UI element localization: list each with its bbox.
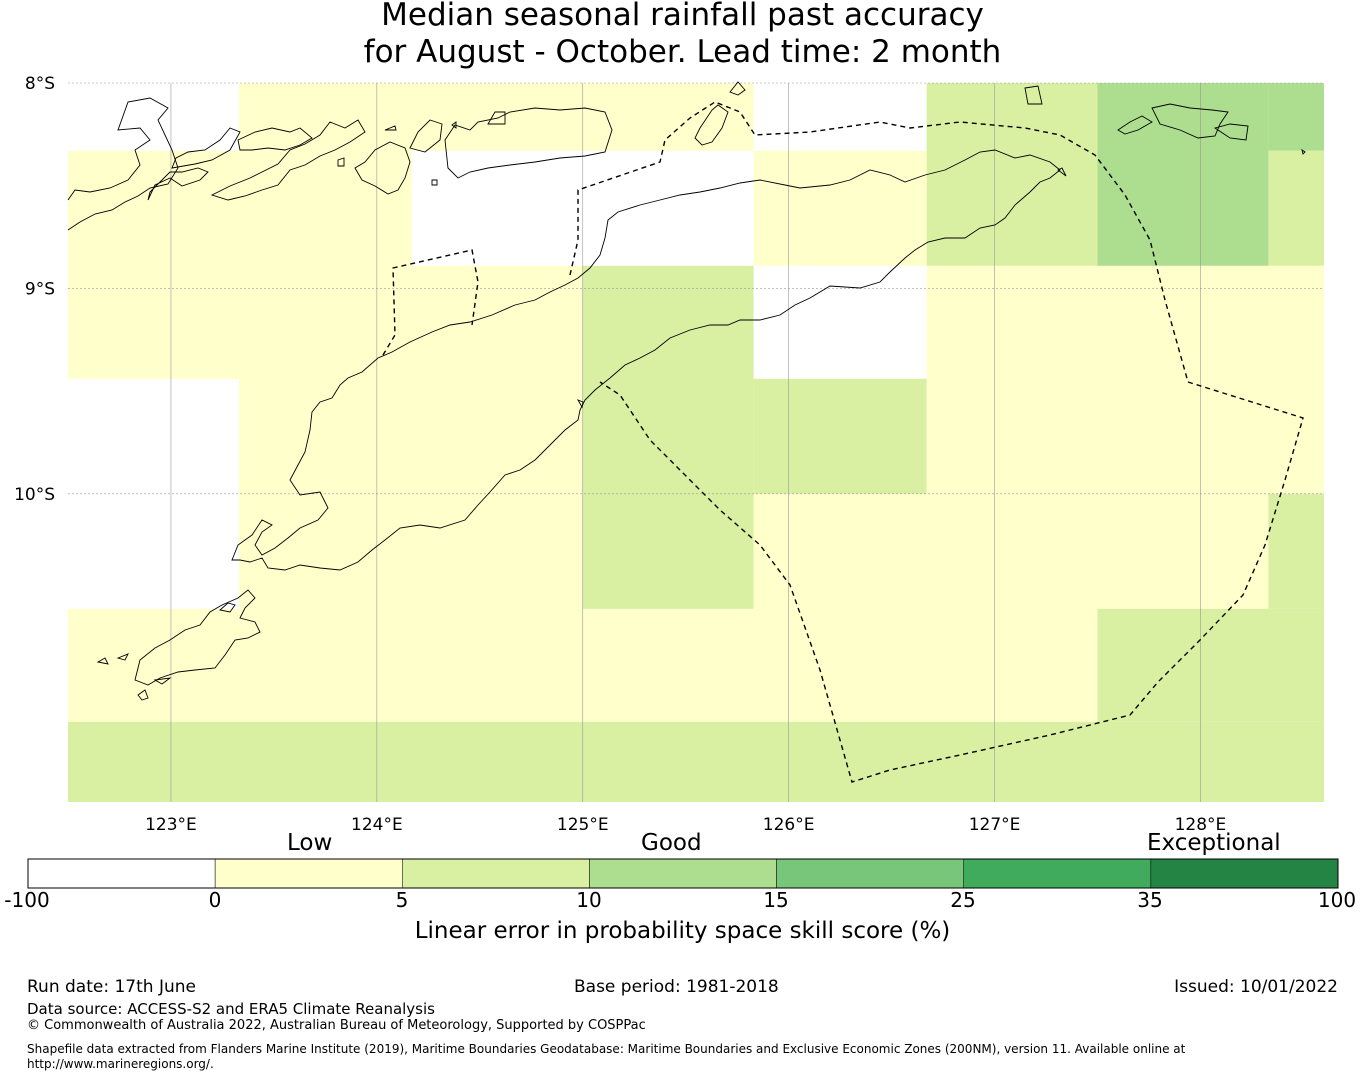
colorbar-tick-label: -100 [4, 888, 50, 912]
legend-category-low: Low [287, 830, 333, 856]
skill-cell [753, 493, 1269, 609]
colorbar-segment [402, 858, 590, 889]
legend-category-good: Good [641, 830, 702, 856]
skill-cell [238, 150, 412, 266]
colorbar-segment [214, 858, 403, 889]
colorbar-segment [589, 858, 777, 889]
copyright: © Commonwealth of Australia 2022, Austra… [27, 1018, 646, 1033]
skill-cell [753, 83, 927, 151]
skill-cell [1268, 493, 1324, 609]
skill-cell [238, 83, 754, 151]
skill-cell [68, 150, 239, 379]
latitude-label: 9°S [25, 279, 55, 299]
skill-cell [238, 493, 583, 609]
colorbar-segment [1150, 858, 1339, 889]
skill-cell [68, 721, 1324, 802]
skill-grid-cells [68, 83, 1324, 802]
skill-cell [926, 265, 1324, 494]
colorbar-frame [27, 858, 1339, 889]
longitude-label: 125°E [557, 815, 609, 835]
skill-cell [238, 265, 583, 494]
colorbar-tick-label: 15 [763, 888, 789, 912]
colorbar [27, 858, 1339, 889]
skill-map: 8°S 9°S 10°S 123°E 124°E 125°E 126°E 127°E 128°… [14, 74, 1324, 835]
colorbar-segment [776, 858, 964, 889]
base-period: Base period: 1981-2018 [574, 977, 779, 997]
skill-cell [753, 150, 927, 266]
skill-cell [582, 265, 754, 609]
title-line-2: for August - October. Lead time: 2 month [363, 34, 1002, 70]
skill-cell [1268, 83, 1324, 151]
latitude-label: 8°S [25, 74, 55, 94]
graticule [68, 82, 1324, 802]
colorbar-tick-label: 0 [208, 888, 222, 912]
skill-cell [753, 265, 927, 379]
colorbar-label: Linear error in probability space skill … [414, 918, 951, 944]
colorbar-tick-label: 35 [1137, 888, 1163, 912]
longitude-label: 127°E [969, 815, 1021, 835]
longitude-label: 124°E [351, 815, 403, 835]
skill-cell [926, 83, 1098, 266]
shapefile-url: http://www.marineregions.org/. [27, 1057, 214, 1071]
colorbar-tick-label: 5 [395, 888, 409, 912]
data-source: Data source: ACCESS-S2 and ERA5 Climate … [27, 1000, 435, 1018]
eez-boundary [382, 101, 1304, 783]
longitude-label: 128°E [1175, 815, 1227, 835]
skill-cell [1268, 150, 1324, 266]
title-line-1: Median seasonal rainfall past accuracy [381, 0, 984, 33]
coastline [67, 81, 1306, 701]
longitude-label: 126°E [763, 815, 815, 835]
colorbar-tick-label: 10 [576, 888, 602, 912]
issued-date: Issued: 10/01/2022 [1174, 977, 1338, 997]
skill-cell [1097, 83, 1269, 266]
colorbar-tick-label: 25 [950, 888, 976, 912]
latitude-labels: 8°S 9°S 10°S [14, 74, 55, 505]
run-date: Run date: 17th June [27, 977, 196, 997]
colorbar-segment [963, 858, 1152, 889]
legend-category-exceptional: Exceptional [1147, 830, 1281, 856]
colorbar-tick-label: 100 [1317, 888, 1357, 912]
longitude-label: 123°E [145, 815, 197, 835]
shapefile-credit: Shapefile data extracted from Flanders M… [27, 1042, 1186, 1056]
colorbar-segment [27, 858, 216, 889]
skill-cell [1097, 608, 1324, 722]
skill-cell [68, 83, 239, 151]
longitude-labels: 123°E 124°E 125°E 126°E 127°E 128°E [145, 815, 1226, 835]
latitude-label: 10°S [14, 485, 55, 505]
skill-cell [753, 378, 927, 494]
